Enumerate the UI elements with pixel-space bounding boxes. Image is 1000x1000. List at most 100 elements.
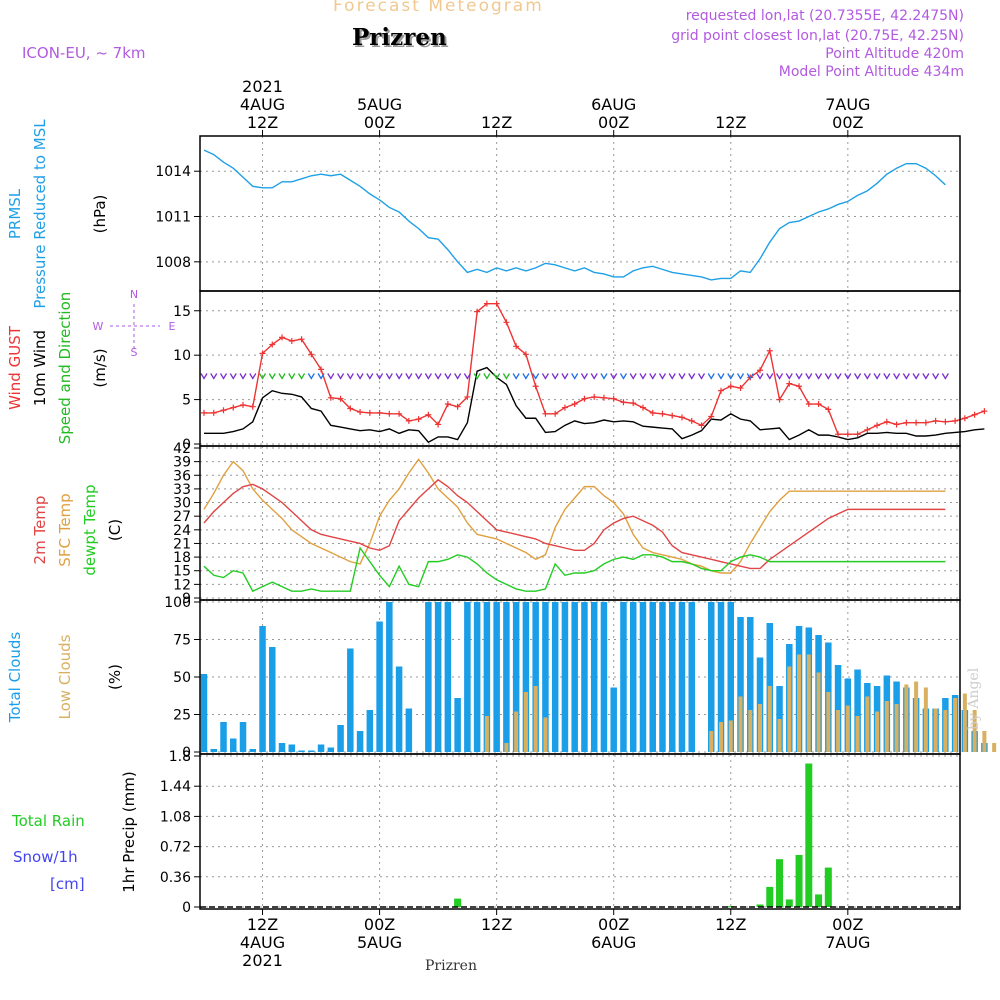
y-tick-label: 1014 — [155, 164, 191, 180]
rain-bar — [785, 899, 793, 907]
wind-direction-arrow — [473, 373, 481, 380]
wind-direction-arrow — [600, 373, 608, 380]
wind-direction-arrow — [493, 373, 501, 380]
y-tick-label: 0.72 — [160, 840, 191, 856]
gust-marker — [483, 300, 490, 307]
total-cloud-bar — [230, 738, 237, 752]
total-cloud-bar — [659, 602, 666, 752]
low-cloud-bar — [836, 710, 841, 752]
gust-marker — [854, 431, 861, 438]
total-rain-label: Total Rain — [11, 812, 85, 830]
bottom-time-label: 00Z — [598, 915, 629, 934]
wind-gust-label: Wind GUST — [6, 325, 24, 410]
footer-station: Prizren — [425, 958, 477, 974]
y-tick-label: 0.36 — [160, 870, 191, 886]
low-cloud-bar — [884, 701, 889, 752]
gust-marker — [474, 308, 481, 315]
gust-marker — [210, 409, 217, 416]
bottom-time-label: 00Z — [364, 915, 395, 934]
total-cloud-bar — [454, 698, 461, 752]
wind-direction-arrow — [249, 373, 257, 380]
gust-marker — [561, 404, 568, 411]
wind-direction-arrow — [395, 373, 403, 380]
total-cloud-bar — [327, 747, 335, 752]
top-time-label: 00Z — [598, 113, 629, 132]
low-cloud-bar — [875, 711, 880, 752]
panel-frame-pressure — [199, 135, 961, 292]
gust-marker — [610, 395, 617, 402]
gust-marker — [220, 407, 227, 414]
total-cloud-bar — [288, 744, 296, 752]
gust-marker — [952, 417, 959, 424]
wind-direction-arrow — [863, 373, 871, 380]
rain-bar — [766, 886, 774, 907]
wind-direction-arrow — [415, 373, 423, 380]
low-cloud-bar — [738, 696, 743, 752]
wind-direction-arrow — [629, 373, 637, 380]
y-tick-label: 0 — [182, 900, 191, 916]
gust-marker — [591, 393, 598, 400]
model-label: ICON-EU, ~ 7km — [22, 44, 146, 62]
compass-east: E — [169, 320, 176, 333]
gust-marker — [201, 409, 207, 416]
wind-direction-arrow — [727, 373, 735, 380]
total-cloud-bar — [571, 602, 578, 752]
wind-direction-arrow — [463, 373, 471, 380]
gust-marker — [815, 401, 822, 408]
gust-marker — [357, 409, 364, 416]
wind-direction-arrow — [297, 373, 306, 380]
low-cloud-bar — [514, 711, 519, 752]
panel-frame-precipitation — [199, 753, 961, 910]
total-clouds-label: Total Clouds — [6, 632, 24, 724]
wind-direction-arrow — [766, 373, 774, 380]
wind-direction-arrow — [522, 373, 530, 380]
y-tick-label: 1008 — [155, 255, 191, 271]
wind-direction-arrow — [376, 373, 384, 380]
wind-direction-arrow — [834, 373, 842, 380]
rain-bar — [454, 898, 462, 907]
total-cloud-bar — [834, 665, 842, 752]
gust-marker — [698, 422, 705, 429]
gust-marker — [874, 422, 881, 429]
y-tick-label: 33 — [173, 482, 191, 498]
gust-marker — [435, 421, 442, 428]
wind-direction-arrow — [200, 373, 208, 380]
low-cloud-bar — [797, 654, 802, 752]
y-tick-label: 1.08 — [160, 809, 191, 825]
low-clouds-label: Low Clouds — [56, 634, 74, 719]
y-tick-label: 42 — [173, 441, 191, 457]
wind-direction-arrow — [824, 373, 832, 380]
rain-bar — [815, 894, 823, 907]
dewpt-label: dewpt Temp — [81, 484, 99, 575]
gust-marker — [922, 419, 929, 426]
total-cloud-bar — [522, 602, 530, 752]
gust-marker — [230, 404, 237, 411]
gust-marker — [513, 343, 520, 350]
gust-marker — [259, 350, 266, 357]
wind-direction-arrow — [756, 373, 764, 380]
wind-direction-arrow — [795, 373, 803, 380]
gust-marker — [571, 401, 578, 408]
total-cloud-bar — [503, 602, 510, 752]
y-tick-label: 15 — [173, 304, 191, 320]
low-cloud-bar — [777, 719, 782, 752]
wind-direction-arrow — [873, 373, 881, 380]
total-cloud-bar — [425, 602, 432, 752]
gust-marker — [327, 394, 334, 401]
gust-marker — [308, 351, 315, 358]
y-tick-label: 15 — [173, 564, 191, 580]
gust-marker — [630, 400, 637, 407]
low-cloud-bar — [767, 686, 772, 752]
wind-direction-arrow — [366, 373, 374, 380]
bottom-time-label: 5AUG — [357, 933, 402, 952]
wind-direction-arrow — [912, 373, 920, 380]
wind-direction-arrow — [775, 373, 784, 380]
low-cloud-bar — [953, 698, 958, 752]
pressure-line — [203, 149, 946, 281]
bottom-time-label: 12Z — [481, 915, 512, 934]
total-cloud-bar — [366, 710, 374, 752]
gust-marker — [542, 410, 549, 417]
total-cloud-bar — [278, 743, 286, 752]
total-cloud-bar — [493, 602, 500, 752]
